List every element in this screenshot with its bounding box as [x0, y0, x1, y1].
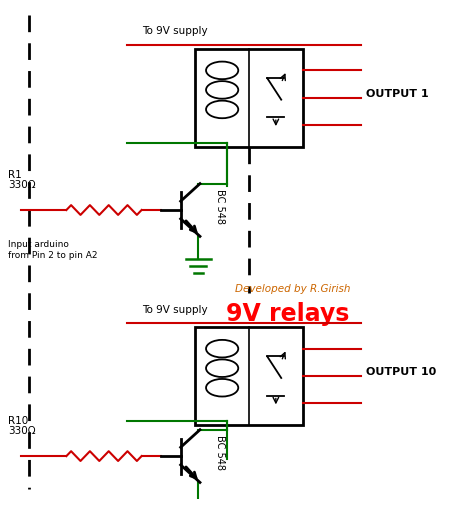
Text: R10: R10 [8, 415, 28, 425]
Text: OUTPUT 10: OUTPUT 10 [366, 367, 437, 376]
Text: 330Ω: 330Ω [8, 179, 36, 189]
Text: OUTPUT 1: OUTPUT 1 [366, 89, 429, 98]
Bar [195, 50, 303, 147]
Text: R1: R1 [8, 170, 22, 179]
Ellipse shape [206, 102, 238, 119]
Text: 9V relays: 9V relays [226, 301, 350, 325]
Text: To 9V supply: To 9V supply [142, 304, 207, 314]
Text: Input arduino
from Pin 2 to pin A2: Input arduino from Pin 2 to pin A2 [8, 240, 97, 259]
Ellipse shape [206, 379, 238, 397]
Text: BC 548: BC 548 [215, 434, 225, 469]
Text: BC 548: BC 548 [215, 188, 225, 223]
Ellipse shape [206, 340, 238, 358]
Text: To 9V supply: To 9V supply [142, 26, 207, 36]
Text: 330Ω: 330Ω [8, 425, 36, 435]
Ellipse shape [206, 360, 238, 377]
Bar [195, 328, 303, 425]
Ellipse shape [206, 63, 238, 80]
Ellipse shape [206, 82, 238, 99]
Text: Developed by R.Girish: Developed by R.Girish [235, 284, 351, 293]
